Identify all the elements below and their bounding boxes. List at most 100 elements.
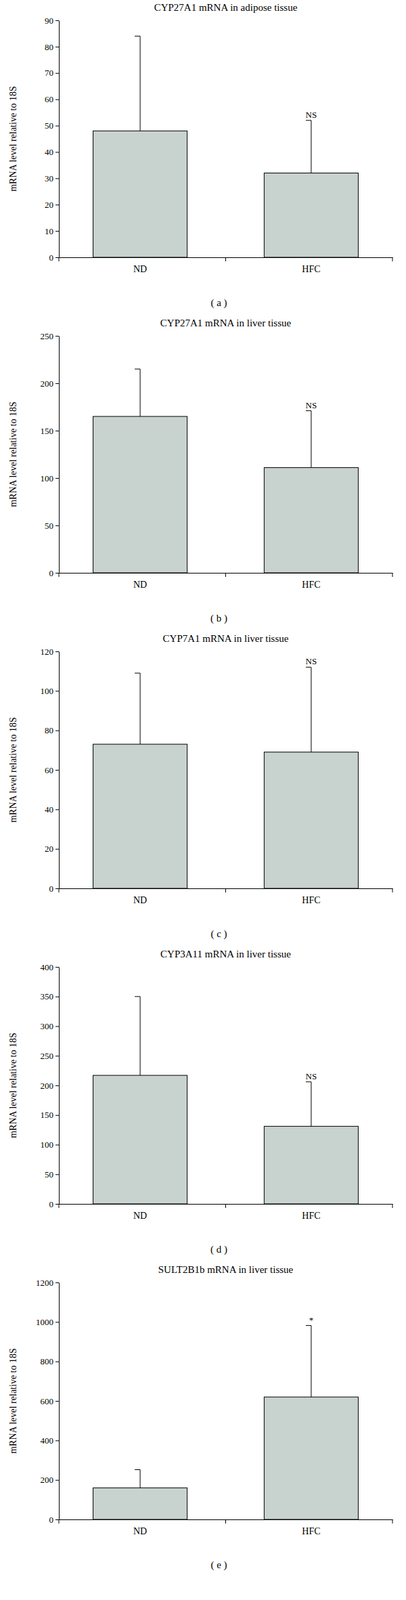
y-tick-mark <box>55 572 59 574</box>
y-tick: 100 <box>40 1138 60 1149</box>
error-bar <box>305 666 312 752</box>
y-tick-label: 250 <box>40 1050 55 1061</box>
y-tick: 10 <box>44 226 59 237</box>
y-axis-line <box>58 20 60 258</box>
error-bar <box>134 672 141 744</box>
y-tick: 90 <box>44 15 59 26</box>
error-bar-stem <box>310 410 312 468</box>
y-tick-mark <box>55 525 59 526</box>
title: CYP27A1 mRNA in adipose tissue <box>154 2 298 13</box>
y-tick-mark <box>55 966 59 967</box>
x-boundary-tick <box>58 887 60 892</box>
y-tick-mark <box>55 1439 59 1440</box>
error-bar-stem <box>140 368 141 417</box>
y-tick: 250 <box>40 330 60 342</box>
y-tick-label: 1200 <box>35 1276 54 1288</box>
x-boundary-tick <box>225 887 227 892</box>
y-axis-line <box>58 966 60 1204</box>
bar <box>93 1486 188 1519</box>
x-boundary-tick <box>392 572 394 577</box>
y-tick-mark <box>55 73 59 74</box>
y-axis: 020040060080010001200 <box>35 1276 60 1524</box>
panel-label: ( c ) <box>210 927 227 940</box>
x-tick: ND <box>133 894 147 905</box>
y-tick: 120 <box>40 646 60 657</box>
bar <box>263 173 358 258</box>
y-tick-label: 150 <box>40 425 55 436</box>
y-tick: 1000 <box>35 1316 59 1327</box>
y-tick-label: 20 <box>44 843 54 854</box>
y-tick: 400 <box>40 961 60 972</box>
x-tick-label: HFC <box>301 263 321 275</box>
plot-area <box>93 368 359 573</box>
x-tick: ND <box>133 579 147 590</box>
annotation: NS <box>305 109 318 120</box>
bar <box>263 1125 358 1204</box>
y-tick-label: 0 <box>49 1513 55 1524</box>
error-bar-stem <box>310 666 312 752</box>
error-bar-cap <box>305 1324 312 1325</box>
x-tick: HFC <box>301 1525 321 1536</box>
x-tick-label: ND <box>133 894 147 905</box>
bar <box>93 130 188 258</box>
x-tick: ND <box>133 1209 147 1221</box>
x-boundary-tick <box>225 1203 227 1208</box>
error-bar-cap <box>305 119 312 121</box>
x-tick-label: ND <box>133 1525 147 1536</box>
panel: CYP7A1 mRNA in liver tissuemRNA level re… <box>8 632 394 940</box>
plot-area <box>93 996 359 1204</box>
error-bar-cap <box>305 410 312 411</box>
y-tick: 0 <box>49 883 60 894</box>
y-tick-label: 0 <box>49 567 55 578</box>
x-tick: ND <box>133 263 147 275</box>
x-boundary-tick <box>392 1518 394 1523</box>
annotation: NS <box>305 655 318 666</box>
panel-label: ( d ) <box>210 1243 228 1255</box>
y-axis-line <box>58 336 60 574</box>
y-tick: 0 <box>49 1198 60 1209</box>
bar <box>93 743 188 888</box>
x-boundary-tick <box>58 572 60 577</box>
title: CYP27A1 mRNA in liver tissue <box>160 317 292 329</box>
y-tick: 250 <box>40 1050 60 1061</box>
error-bar-cap <box>134 35 141 37</box>
y-tick-mark <box>55 1144 59 1145</box>
y-tick-mark <box>55 20 59 21</box>
y-tick: 50 <box>44 520 59 531</box>
y-tick: 0 <box>49 567 60 578</box>
plot-area <box>93 1324 359 1519</box>
y-tick-mark <box>55 1320 59 1322</box>
y-tick: 600 <box>40 1395 60 1406</box>
y-tick: 40 <box>44 146 59 157</box>
y-axis-label: mRNA level relative to 18S <box>8 1031 19 1138</box>
error-bar-cap <box>134 368 141 370</box>
y-tick: 20 <box>44 843 59 854</box>
bar <box>263 1395 358 1519</box>
y-tick-mark <box>55 996 59 997</box>
x-tick: HFC <box>301 579 321 590</box>
y-tick-mark <box>55 204 59 206</box>
x-axis: ND HFC <box>59 1203 394 1221</box>
y-tick: 200 <box>40 1473 60 1484</box>
panel: CYP27A1 mRNA in liver tissuemRNA level r… <box>8 317 394 624</box>
y-tick: 60 <box>44 94 59 105</box>
y-axis-label: mRNA level relative to 18S <box>8 1347 19 1453</box>
y-tick-mark <box>55 335 59 337</box>
error-bar-stem <box>140 996 141 1075</box>
y-tick-mark <box>55 230 59 232</box>
error-bar-stem <box>310 1324 312 1397</box>
error-bar <box>305 410 312 468</box>
y-tick-mark <box>55 99 59 101</box>
error-bar <box>134 35 141 131</box>
title: CYP3A11 mRNA in liver tissue <box>160 948 291 959</box>
y-tick-label: 50 <box>44 1168 54 1179</box>
y-tick-label: 40 <box>44 146 54 157</box>
y-tick-mark <box>55 1518 59 1520</box>
x-boundary-tick <box>225 1518 227 1523</box>
y-tick-label: 400 <box>40 1434 55 1445</box>
x-tick: HFC <box>301 1209 321 1221</box>
y-axis: 0102030405060708090 <box>44 15 60 263</box>
error-bar-stem <box>140 35 141 131</box>
y-tick-label: 50 <box>44 520 54 531</box>
y-tick-mark <box>55 477 59 479</box>
